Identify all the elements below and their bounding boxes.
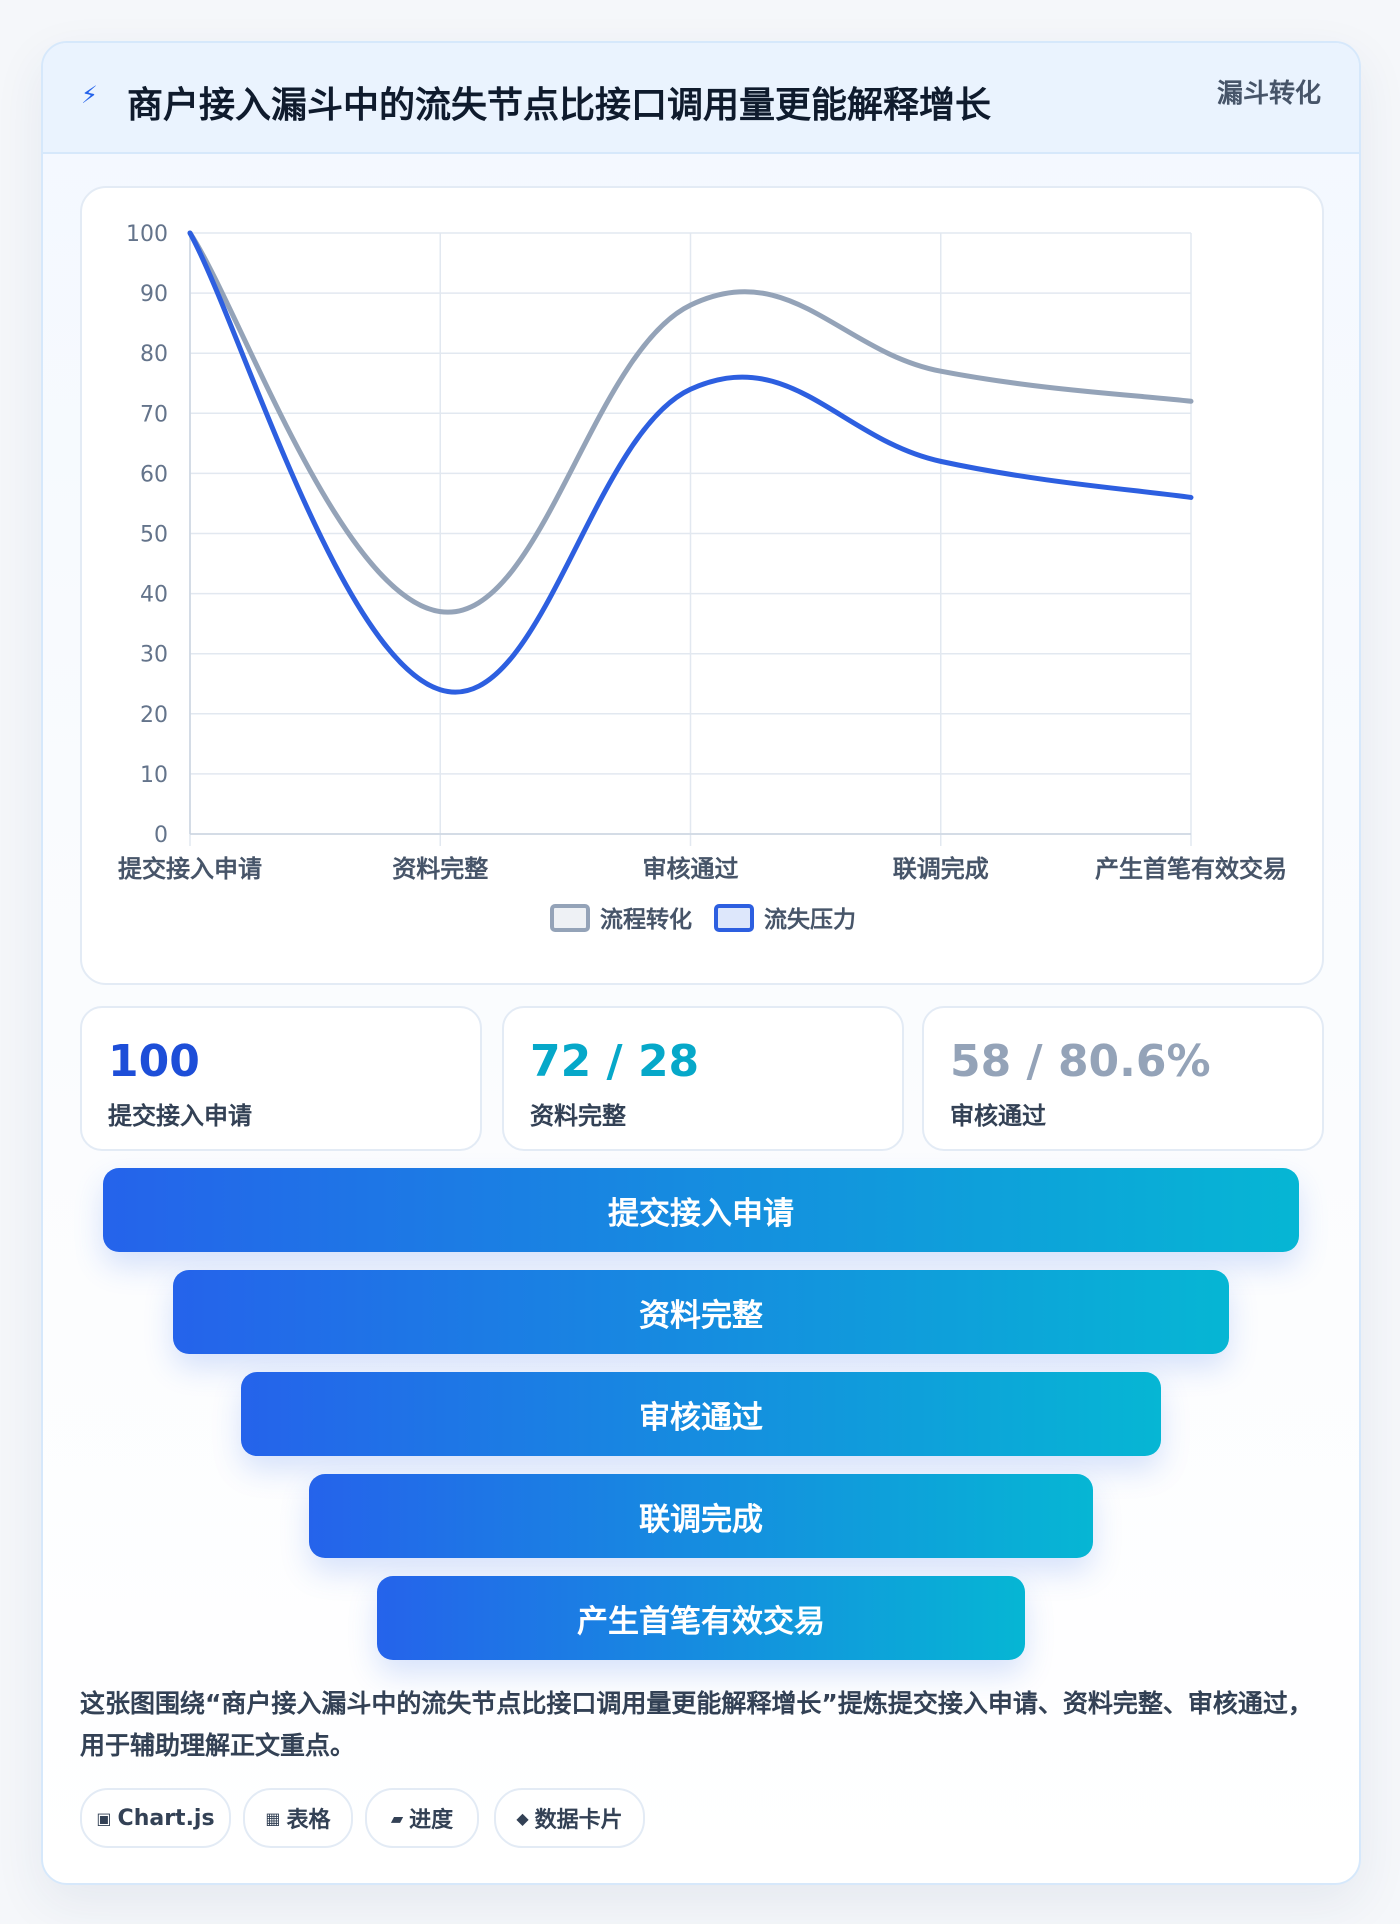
series-line-2 (187, 230, 1194, 695)
y-tick-label: 50 (140, 523, 168, 548)
chip-label: 表格 (286, 1808, 331, 1833)
y-tick-label: 40 (140, 583, 168, 608)
x-tick-label: 审核通过 (643, 855, 739, 883)
funnel-stage-1: 提交接入申请 (103, 1168, 1299, 1252)
stat-label: 资料完整 (530, 1102, 626, 1130)
chip-table[interactable]: ▦ 表格 (243, 1788, 353, 1848)
funnel-stage-4: 联调完成 (309, 1474, 1093, 1558)
series-line-1 (187, 230, 1194, 615)
chip-label: 进度 (409, 1808, 454, 1833)
funnel-stage-3: 审核通过 (241, 1372, 1161, 1456)
chip-data-card[interactable]: ◆ 数据卡片 (494, 1788, 645, 1848)
chip-label: 数据卡片 (534, 1808, 623, 1833)
legend-label: 流失压力 (764, 906, 856, 933)
y-tick-label: 80 (140, 342, 168, 367)
line-chart-panel: 0 10 20 30 40 50 60 70 80 90 100 提交接入申请 资料完整 审核通过 联调完成… (80, 186, 1324, 985)
stat-card-3: 58 / 80.6% 审核通过 (922, 1006, 1324, 1151)
y-tick-label: 70 (140, 402, 168, 427)
stat-value: 58 / 80.6% (950, 1036, 1211, 1087)
stat-card-2: 72 / 28 资料完整 (502, 1006, 904, 1151)
x-tick-label: 资料完整 (392, 855, 488, 883)
diamond-icon: ◆ (516, 1808, 529, 1828)
card-header: ⚡ 商户接入漏斗中的流失节点比接口调用量更能解释增长 漏斗转化 (43, 43, 1359, 154)
figure-card: ⚡ 商户接入漏斗中的流失节点比接口调用量更能解释增长 漏斗转化 0 10 20 30 4… (41, 41, 1361, 1885)
legend-label: 流程转化 (600, 906, 692, 933)
page-title: 商户接入漏斗中的流失节点比接口调用量更能解释增长 (127, 85, 992, 126)
x-tick-label: 提交接入申请 (118, 855, 262, 883)
chip-label: Chart.js (117, 1805, 215, 1831)
line-chart: 0 10 20 30 40 50 60 70 80 90 100 提交接入申请 资料完整 审核通过 联调完成… (118, 222, 1287, 933)
chart-icon: ▣ (96, 1808, 112, 1828)
y-tick-label: 0 (154, 823, 168, 848)
stat-value: 100 (108, 1036, 200, 1087)
y-tick-label: 10 (140, 763, 168, 788)
funnel-stage-2: 资料完整 (173, 1270, 1229, 1354)
y-tick-label: 60 (140, 462, 168, 487)
stat-label: 审核通过 (950, 1102, 1046, 1130)
y-tick-label: 100 (126, 222, 168, 247)
x-tick-label: 产生首笔有效交易 (1095, 855, 1287, 883)
y-tick-label: 90 (140, 282, 168, 307)
stat-value: 72 / 28 (530, 1036, 700, 1087)
y-tick-label: 30 (140, 643, 168, 668)
figure-caption: 这张图围绕“商户接入漏斗中的流失节点比接口调用量更能解释增长”提炼提交接入申请、… (80, 1689, 1313, 1760)
stat-label: 提交接入申请 (108, 1102, 252, 1130)
stat-card-1: 100 提交接入申请 (80, 1006, 482, 1151)
lightning-icon: ⚡ (81, 81, 98, 109)
progress-icon: ▰ (390, 1808, 404, 1828)
chip-chartjs[interactable]: ▣ Chart.js (80, 1788, 231, 1848)
y-tick-label: 20 (140, 703, 168, 728)
legend-swatch (714, 904, 754, 932)
chip-progress[interactable]: ▰ 进度 (365, 1788, 479, 1848)
category-tag: 漏斗转化 (1216, 79, 1321, 109)
x-tick-label: 联调完成 (893, 855, 989, 883)
funnel-stage-5: 产生首笔有效交易 (377, 1576, 1025, 1660)
legend-swatch (550, 904, 590, 932)
table-icon: ▦ (265, 1808, 281, 1828)
